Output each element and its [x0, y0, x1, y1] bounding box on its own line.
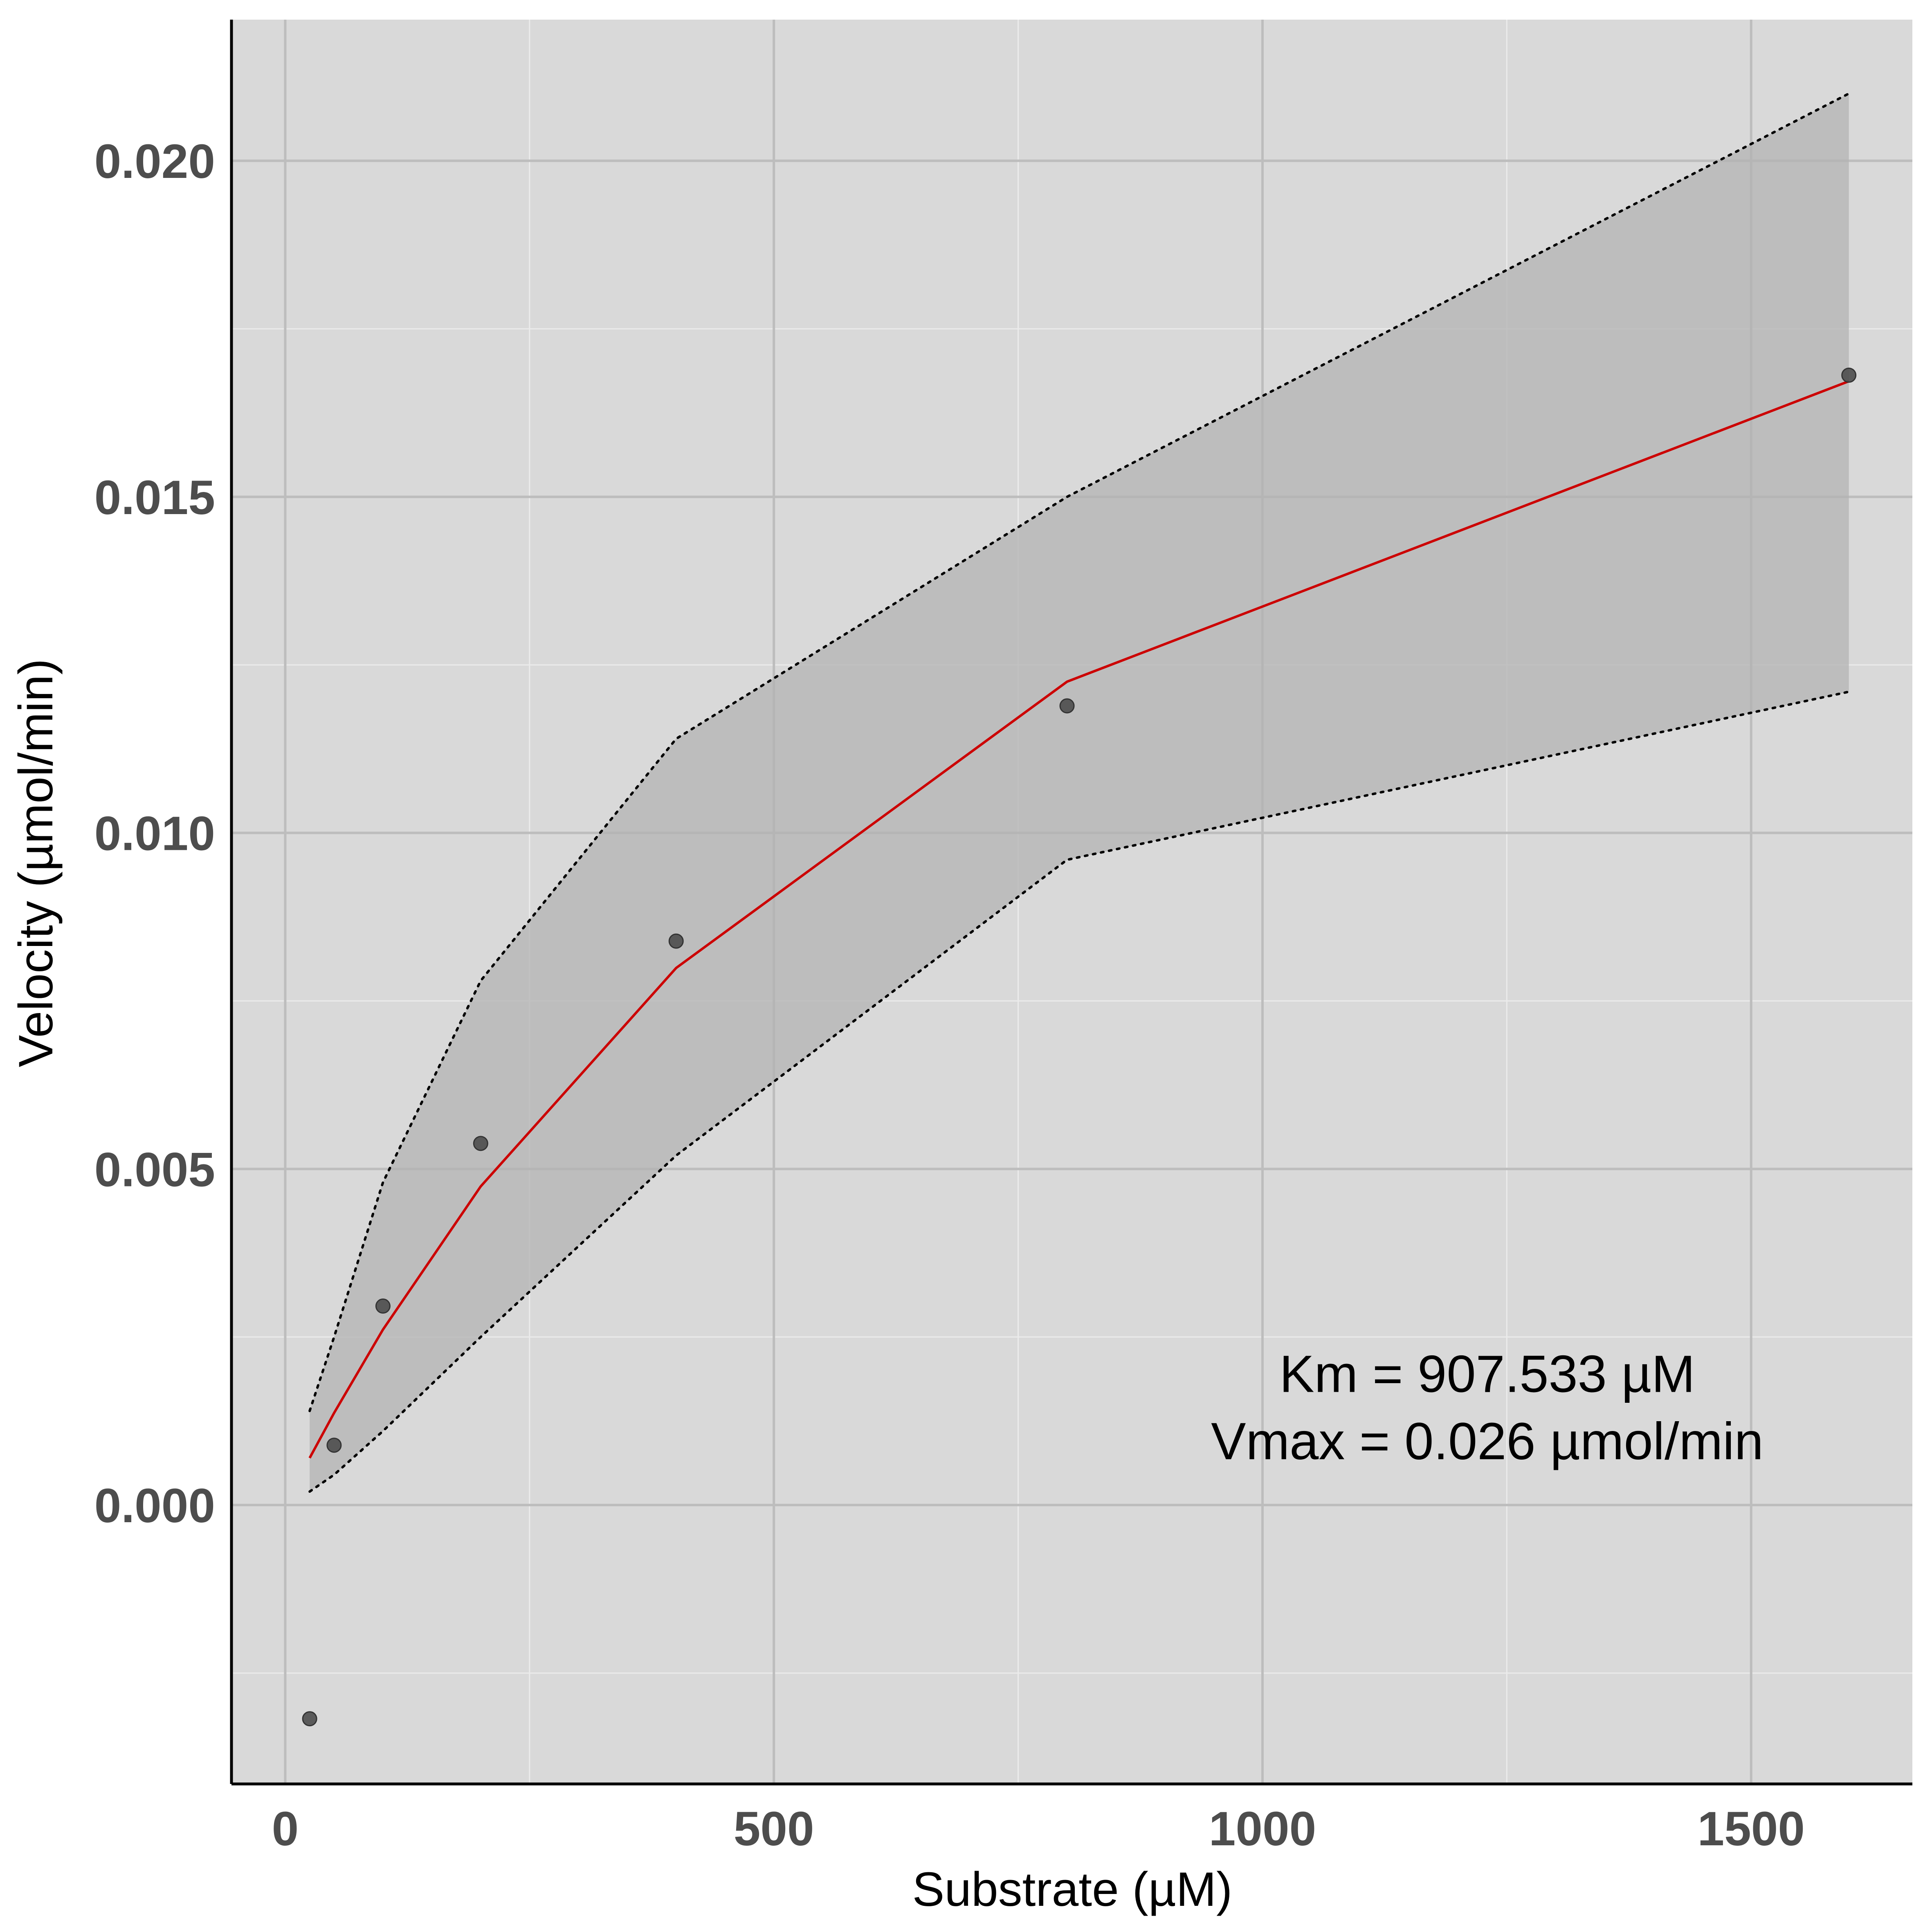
y-tick-label: 0.005 — [94, 1143, 215, 1197]
x-tick-label: 1000 — [1209, 1802, 1316, 1856]
y-tick-label: 0.000 — [94, 1479, 215, 1533]
x-tick-label: 1500 — [1697, 1802, 1805, 1856]
x-axis-title: Substrate (µM) — [912, 1862, 1233, 1916]
annotation-text: Vmax = 0.026 µmol/min — [1211, 1412, 1764, 1471]
data-point — [326, 1438, 342, 1453]
fit-line — [308, 380, 1849, 1459]
data-point — [302, 1711, 317, 1727]
data-points — [302, 367, 1857, 1727]
confidence-band — [310, 93, 1849, 1492]
x-tick-labels: 0 500 1000 1500 — [272, 1802, 1805, 1856]
x-tick-label: 500 — [734, 1802, 814, 1856]
y-tick-label: 0.015 — [94, 471, 215, 525]
x-tick-label: 0 — [272, 1802, 299, 1856]
y-tick-labels: 0.000 0.005 0.010 0.015 0.020 — [94, 135, 215, 1533]
data-point — [473, 1136, 488, 1151]
data-point — [1841, 367, 1857, 383]
y-tick-label: 0.020 — [94, 135, 215, 189]
data-point — [668, 933, 684, 949]
data-point — [375, 1298, 391, 1314]
annotation-text: Km = 907.533 µM — [1279, 1345, 1695, 1404]
y-axis-title: Velocity (µmol/min) — [9, 658, 63, 1067]
band-lower-edge — [308, 690, 1850, 1493]
y-tick-label: 0.010 — [94, 807, 215, 861]
annotations: Km = 907.533 µM Vmax = 0.026 µmol/min — [1211, 1345, 1764, 1471]
band-upper-edge — [308, 92, 1850, 1412]
data-point — [1059, 698, 1075, 714]
